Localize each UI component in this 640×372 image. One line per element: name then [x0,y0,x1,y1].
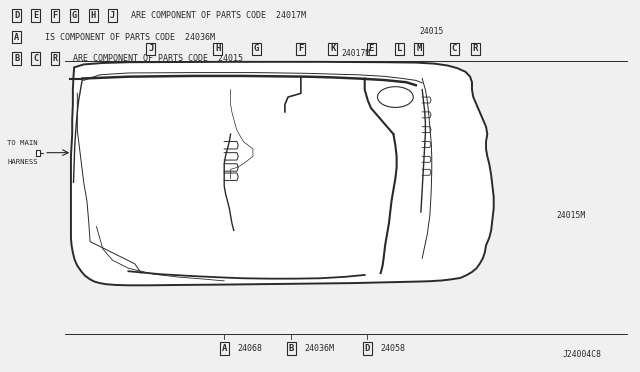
Text: TO MAIN: TO MAIN [7,140,38,146]
Text: A: A [221,344,227,353]
Text: ARE COMPONENT OF PARTS CODE  24017M: ARE COMPONENT OF PARTS CODE 24017M [126,11,306,20]
Text: J: J [110,11,115,20]
Text: B: B [14,54,19,63]
FancyBboxPatch shape [36,150,40,155]
Text: M: M [416,44,422,53]
Text: C: C [451,44,457,53]
Text: F: F [52,11,58,20]
Text: E: E [369,44,374,53]
Text: 24017M: 24017M [341,49,371,58]
Text: J: J [148,44,154,53]
Text: E: E [33,11,38,20]
Text: R: R [472,44,478,53]
Polygon shape [71,62,493,285]
Text: A: A [14,32,19,42]
Text: J24004C8: J24004C8 [563,350,602,359]
Text: 24036M: 24036M [304,344,334,353]
Text: B: B [289,344,294,353]
Text: 24058: 24058 [380,344,405,353]
Text: ARE COMPONENT OF PARTS CODE  24015: ARE COMPONENT OF PARTS CODE 24015 [68,54,243,63]
Text: H: H [215,44,221,53]
Text: G: G [253,44,259,53]
Text: L: L [397,44,403,53]
Text: K: K [330,44,335,53]
Text: HARNESS: HARNESS [7,159,38,165]
Text: D: D [14,11,19,20]
Text: G: G [72,11,77,20]
Text: H: H [91,11,96,20]
Text: C: C [33,54,38,63]
Text: D: D [365,344,370,353]
Text: 24015M: 24015M [556,211,586,220]
Text: 24068: 24068 [237,344,262,353]
Text: IS COMPONENT OF PARTS CODE  24036M: IS COMPONENT OF PARTS CODE 24036M [30,32,215,42]
Text: 24015: 24015 [419,26,444,36]
Text: R: R [52,54,58,63]
Text: F: F [298,44,303,53]
